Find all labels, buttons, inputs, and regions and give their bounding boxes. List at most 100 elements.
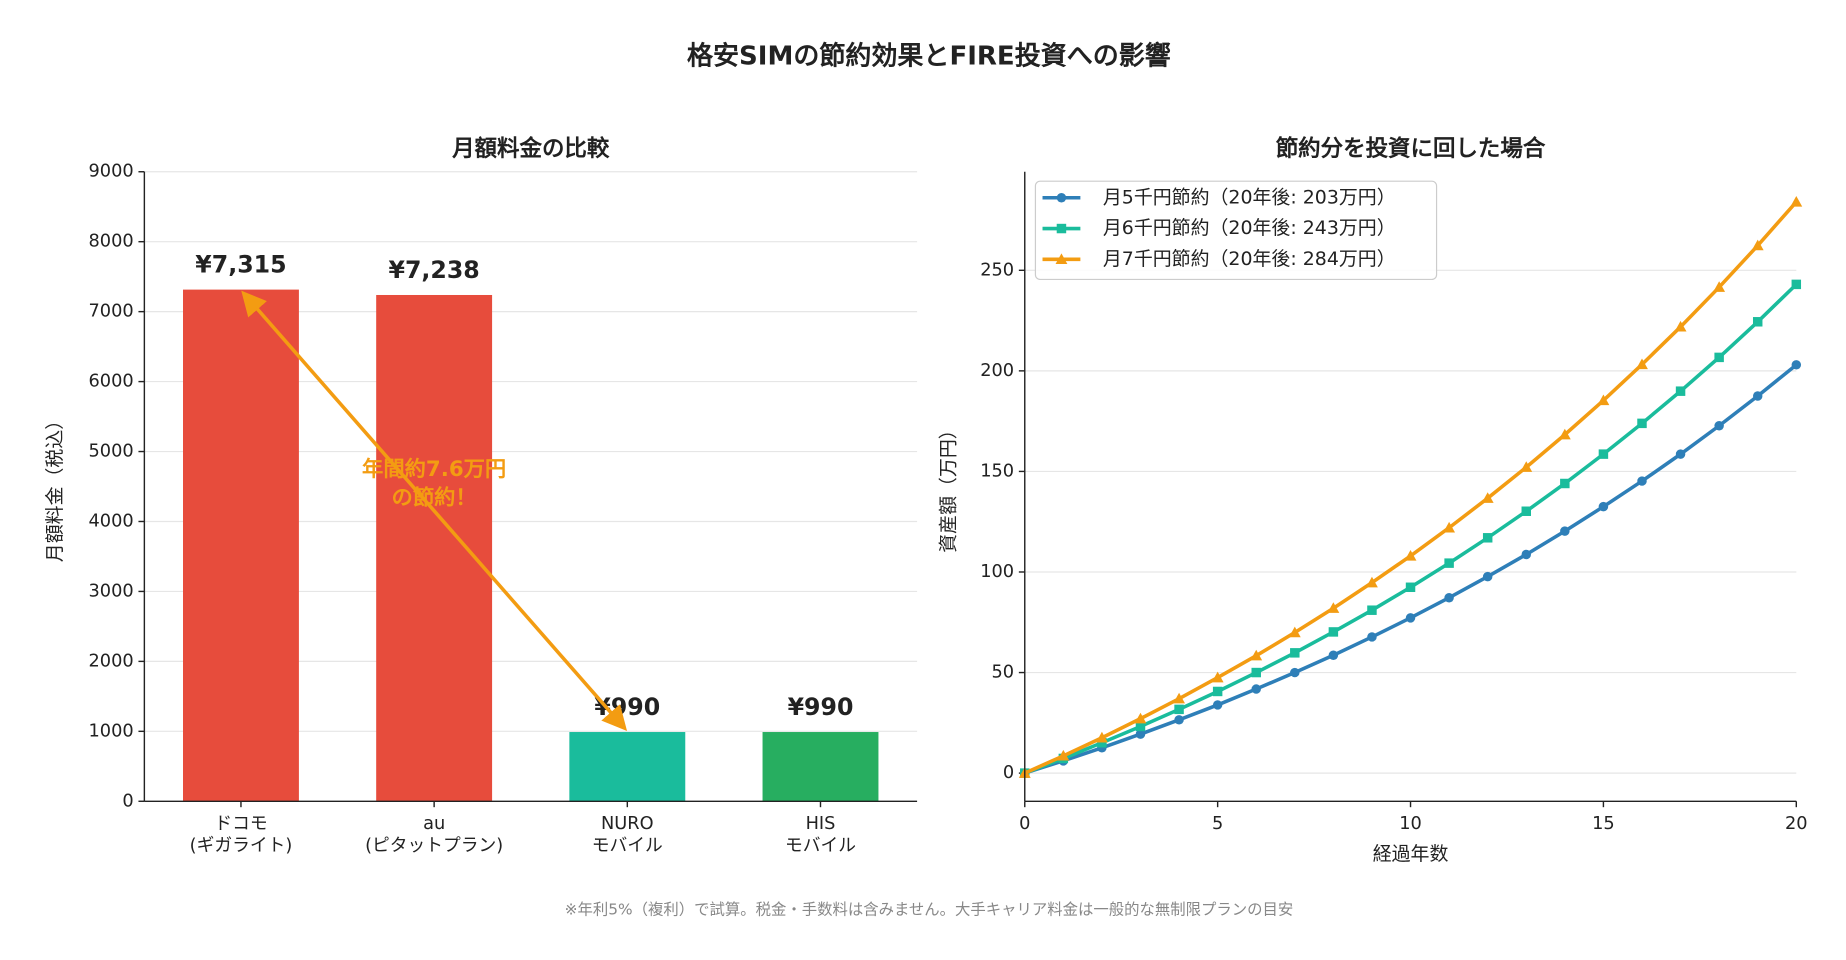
marker [1751, 239, 1764, 251]
x-tick-label: NURO モバイル [592, 814, 663, 856]
subplot-title: 節約分を投資に回した場合 [1276, 135, 1546, 162]
y-tick-label: 6000 [89, 372, 134, 392]
marker [1482, 571, 1493, 582]
bar [183, 289, 299, 802]
y-tick-label: 4000 [89, 511, 134, 531]
marker [1327, 602, 1340, 613]
value-label: ¥7,315 [195, 250, 286, 278]
marker [1636, 358, 1648, 370]
legend-label: 月5千円節約（20年後: 203万円） [1103, 186, 1396, 208]
marker [1482, 533, 1493, 543]
y-tick-label: 200 [980, 361, 1014, 381]
marker [1056, 223, 1067, 234]
y-tick-label: 50 [992, 663, 1015, 683]
bar [569, 732, 686, 802]
marker [1251, 684, 1261, 694]
marker [1714, 352, 1724, 363]
marker [1135, 721, 1146, 732]
marker [1443, 521, 1456, 533]
y-tick-label: 1000 [89, 721, 134, 741]
marker [1405, 613, 1416, 623]
annotation-arrow [241, 290, 628, 732]
marker [1057, 749, 1070, 761]
marker [1560, 478, 1570, 489]
x-tick-label: 5 [1212, 814, 1223, 834]
marker [1405, 582, 1416, 593]
annotation: 年間約7.6万円の節約！ [362, 456, 506, 510]
value-label: ¥990 [788, 693, 854, 721]
x-axis-label: 経過年数 [1373, 843, 1449, 865]
marker [1290, 648, 1300, 658]
marker [1212, 686, 1223, 697]
bar [376, 294, 493, 802]
series-line [1024, 363, 1798, 775]
marker [1328, 627, 1339, 637]
series-line [1024, 200, 1798, 775]
marker [1598, 501, 1609, 512]
marker [1174, 704, 1184, 715]
marker [1674, 320, 1687, 332]
marker [1752, 391, 1763, 401]
marker [1367, 632, 1377, 642]
y-axis-label: 資産額（万円） [938, 420, 960, 552]
marker [1481, 492, 1494, 503]
y-tick-label: 250 [980, 260, 1014, 280]
marker [1520, 461, 1533, 472]
x-tick-label: 0 [1019, 814, 1030, 834]
marker [1444, 558, 1454, 568]
x-tick-label: ドコモ(ギガライト) [190, 814, 293, 856]
x-tick-label: 20 [1785, 814, 1808, 834]
marker [1714, 421, 1724, 431]
x-tick-label: 10 [1399, 814, 1422, 834]
legend-label: 月6千円節約（20年後: 243万円） [1103, 217, 1396, 239]
marker [1521, 506, 1531, 516]
marker [1752, 317, 1763, 327]
legend-box [1034, 180, 1438, 281]
marker [1367, 605, 1377, 615]
y-tick-label: 100 [980, 562, 1014, 582]
y-axis-label: 月額料金（税込） [44, 411, 66, 562]
marker [1211, 671, 1224, 683]
suptitle: 格安SIMの節約効果とFIRE投資への影響 [687, 40, 1171, 71]
marker [1173, 692, 1185, 704]
marker [1521, 549, 1531, 560]
marker [1675, 449, 1686, 459]
bar [762, 732, 879, 802]
x-tick-label: HIS モバイル [785, 814, 856, 856]
marker [1597, 394, 1610, 406]
y-tick-label: 8000 [89, 232, 134, 252]
legend-label: 月7千円節約（20年後: 284万円） [1103, 248, 1396, 270]
y-tick-label: 0 [122, 791, 133, 811]
marker [1790, 195, 1803, 207]
y-tick-label: 9000 [89, 162, 134, 182]
marker [1713, 281, 1726, 292]
marker [1637, 476, 1647, 486]
marker [1290, 667, 1300, 678]
marker [1288, 626, 1301, 638]
series-line [1024, 283, 1798, 775]
x-tick-label: 15 [1592, 814, 1615, 834]
marker [1404, 549, 1417, 561]
y-tick-label: 0 [1003, 763, 1014, 783]
y-tick-label: 150 [980, 461, 1014, 481]
marker [1097, 738, 1107, 748]
marker [1444, 592, 1454, 603]
subplot-title: 月額料金の比較 [451, 135, 610, 162]
marker [1134, 712, 1147, 724]
marker [1675, 386, 1686, 396]
marker [1055, 253, 1068, 265]
marker [1135, 729, 1146, 739]
y-tick-label: 5000 [89, 442, 134, 462]
y-tick-label: 7000 [89, 302, 134, 322]
marker [1558, 428, 1571, 440]
marker [1637, 418, 1647, 429]
value-label: ¥7,238 [388, 256, 479, 284]
marker [1328, 650, 1339, 660]
y-tick-label: 2000 [89, 651, 134, 671]
marker [1251, 667, 1261, 678]
marker [1791, 279, 1802, 290]
marker [1560, 526, 1570, 536]
